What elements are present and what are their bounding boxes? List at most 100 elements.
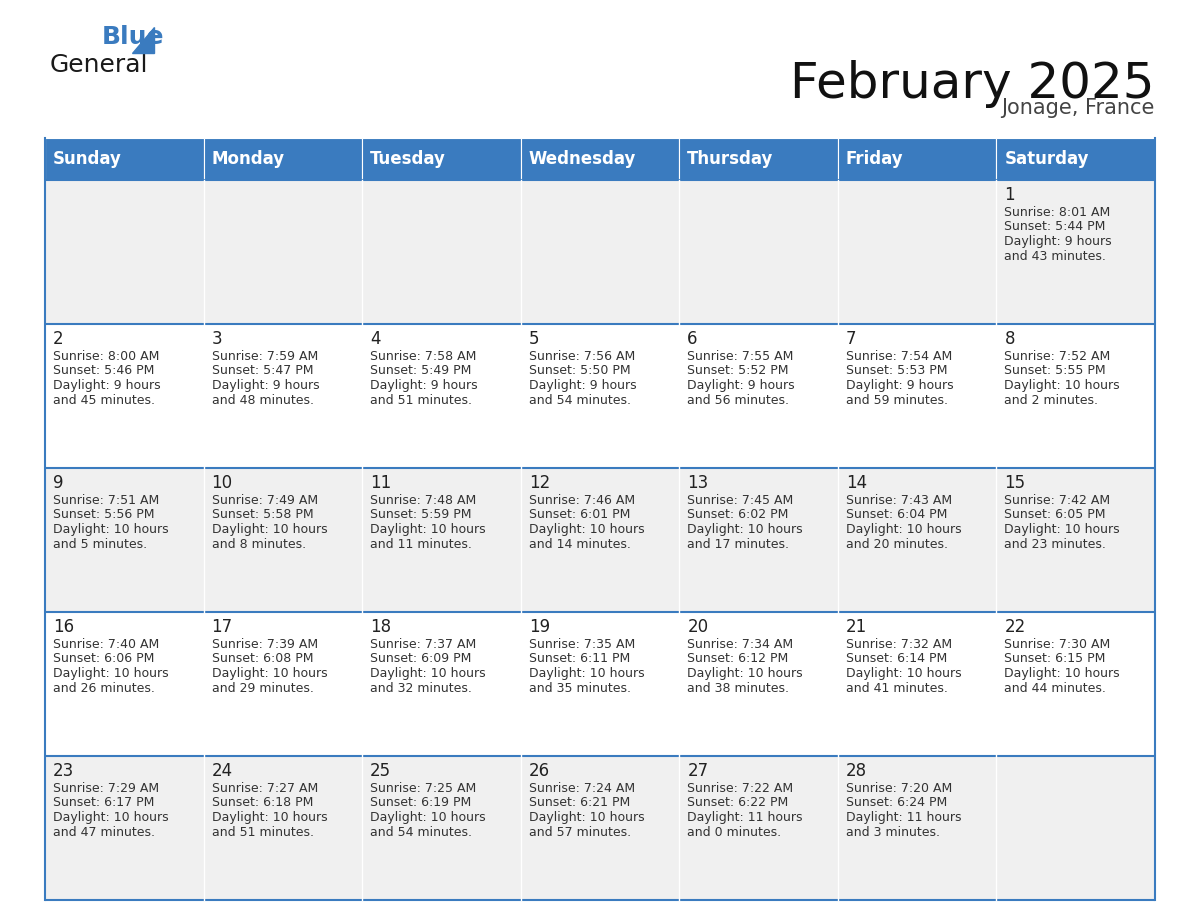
Text: and 2 minutes.: and 2 minutes. <box>1004 394 1099 407</box>
Text: Sunrise: 8:01 AM: Sunrise: 8:01 AM <box>1004 206 1111 219</box>
Text: Daylight: 10 hours: Daylight: 10 hours <box>371 667 486 680</box>
Bar <box>838 756 997 900</box>
Text: and 54 minutes.: and 54 minutes. <box>529 394 631 407</box>
Text: Friday: Friday <box>846 150 904 168</box>
Text: and 3 minutes.: and 3 minutes. <box>846 825 940 838</box>
Text: Sunset: 5:59 PM: Sunset: 5:59 PM <box>371 509 472 521</box>
Text: Daylight: 10 hours: Daylight: 10 hours <box>371 811 486 824</box>
Bar <box>520 468 680 612</box>
Text: 17: 17 <box>211 618 233 636</box>
Text: 20: 20 <box>688 618 708 636</box>
Text: Daylight: 10 hours: Daylight: 10 hours <box>688 667 803 680</box>
Text: 4: 4 <box>371 330 380 348</box>
Bar <box>680 612 838 756</box>
Bar <box>520 324 680 468</box>
Bar <box>203 468 362 612</box>
Text: Sunset: 5:50 PM: Sunset: 5:50 PM <box>529 364 631 377</box>
Text: Sunrise: 7:42 AM: Sunrise: 7:42 AM <box>1004 494 1111 507</box>
Bar <box>997 138 1155 180</box>
Text: 19: 19 <box>529 618 550 636</box>
Polygon shape <box>132 27 154 53</box>
Bar <box>838 180 997 324</box>
Bar <box>997 612 1155 756</box>
Text: Daylight: 10 hours: Daylight: 10 hours <box>53 523 169 536</box>
Text: Sunset: 6:18 PM: Sunset: 6:18 PM <box>211 797 312 810</box>
Bar <box>520 612 680 756</box>
Text: and 23 minutes.: and 23 minutes. <box>1004 538 1106 551</box>
Text: Sunset: 6:17 PM: Sunset: 6:17 PM <box>53 797 154 810</box>
Text: 26: 26 <box>529 762 550 780</box>
Text: and 35 minutes.: and 35 minutes. <box>529 681 631 695</box>
Text: Sunset: 6:12 PM: Sunset: 6:12 PM <box>688 653 789 666</box>
Text: Sunrise: 8:00 AM: Sunrise: 8:00 AM <box>53 350 159 363</box>
Text: Daylight: 10 hours: Daylight: 10 hours <box>53 667 169 680</box>
Bar <box>362 138 520 180</box>
Text: 2: 2 <box>53 330 64 348</box>
Text: 12: 12 <box>529 474 550 492</box>
Text: Daylight: 9 hours: Daylight: 9 hours <box>688 379 795 392</box>
Text: Wednesday: Wednesday <box>529 150 636 168</box>
Bar <box>45 468 203 612</box>
Bar <box>997 324 1155 468</box>
Text: Daylight: 10 hours: Daylight: 10 hours <box>211 667 327 680</box>
Text: 3: 3 <box>211 330 222 348</box>
Text: Daylight: 10 hours: Daylight: 10 hours <box>1004 523 1120 536</box>
Text: and 57 minutes.: and 57 minutes. <box>529 825 631 838</box>
Bar <box>838 138 997 180</box>
Bar <box>680 756 838 900</box>
Text: Sunrise: 7:48 AM: Sunrise: 7:48 AM <box>371 494 476 507</box>
Text: Sunset: 6:06 PM: Sunset: 6:06 PM <box>53 653 154 666</box>
Text: Daylight: 9 hours: Daylight: 9 hours <box>211 379 320 392</box>
Text: Sunset: 6:15 PM: Sunset: 6:15 PM <box>1004 653 1106 666</box>
Text: 22: 22 <box>1004 618 1025 636</box>
Text: and 41 minutes.: and 41 minutes. <box>846 681 948 695</box>
Bar <box>838 612 997 756</box>
Text: Daylight: 9 hours: Daylight: 9 hours <box>846 379 954 392</box>
Text: Sunrise: 7:51 AM: Sunrise: 7:51 AM <box>53 494 159 507</box>
Bar <box>838 324 997 468</box>
Text: Sunrise: 7:20 AM: Sunrise: 7:20 AM <box>846 782 952 795</box>
Text: Sunrise: 7:49 AM: Sunrise: 7:49 AM <box>211 494 317 507</box>
Text: 1: 1 <box>1004 186 1015 204</box>
Text: and 51 minutes.: and 51 minutes. <box>211 825 314 838</box>
Text: Daylight: 10 hours: Daylight: 10 hours <box>846 667 961 680</box>
Text: Sunset: 5:47 PM: Sunset: 5:47 PM <box>211 364 314 377</box>
Text: Daylight: 10 hours: Daylight: 10 hours <box>529 667 644 680</box>
Text: Sunrise: 7:46 AM: Sunrise: 7:46 AM <box>529 494 634 507</box>
Text: Saturday: Saturday <box>1004 150 1089 168</box>
Text: and 26 minutes.: and 26 minutes. <box>53 681 154 695</box>
Text: Sunset: 5:44 PM: Sunset: 5:44 PM <box>1004 220 1106 233</box>
Bar <box>362 180 520 324</box>
Text: Monday: Monday <box>211 150 285 168</box>
Text: Sunset: 5:58 PM: Sunset: 5:58 PM <box>211 509 314 521</box>
Text: Sunset: 5:49 PM: Sunset: 5:49 PM <box>371 364 472 377</box>
Text: Blue: Blue <box>102 25 164 49</box>
Text: Sunset: 6:21 PM: Sunset: 6:21 PM <box>529 797 630 810</box>
Text: Sunrise: 7:30 AM: Sunrise: 7:30 AM <box>1004 638 1111 651</box>
Bar <box>680 468 838 612</box>
Bar <box>362 756 520 900</box>
Text: Sunrise: 7:27 AM: Sunrise: 7:27 AM <box>211 782 318 795</box>
Text: and 56 minutes.: and 56 minutes. <box>688 394 789 407</box>
Text: Daylight: 10 hours: Daylight: 10 hours <box>1004 667 1120 680</box>
Bar <box>680 324 838 468</box>
Text: Daylight: 10 hours: Daylight: 10 hours <box>529 523 644 536</box>
Text: Daylight: 10 hours: Daylight: 10 hours <box>211 811 327 824</box>
Text: and 48 minutes.: and 48 minutes. <box>211 394 314 407</box>
Text: Thursday: Thursday <box>688 150 773 168</box>
Text: Sunrise: 7:34 AM: Sunrise: 7:34 AM <box>688 638 794 651</box>
Text: Sunday: Sunday <box>53 150 122 168</box>
Bar <box>680 180 838 324</box>
Text: Daylight: 10 hours: Daylight: 10 hours <box>529 811 644 824</box>
Bar <box>45 324 203 468</box>
Text: and 51 minutes.: and 51 minutes. <box>371 394 472 407</box>
Text: Sunset: 6:19 PM: Sunset: 6:19 PM <box>371 797 472 810</box>
Bar <box>203 324 362 468</box>
Text: Sunrise: 7:54 AM: Sunrise: 7:54 AM <box>846 350 952 363</box>
Text: Sunset: 6:14 PM: Sunset: 6:14 PM <box>846 653 947 666</box>
Text: Daylight: 10 hours: Daylight: 10 hours <box>371 523 486 536</box>
Text: Sunset: 6:09 PM: Sunset: 6:09 PM <box>371 653 472 666</box>
Text: 11: 11 <box>371 474 391 492</box>
Text: Jonage, France: Jonage, France <box>1001 98 1155 118</box>
Text: Daylight: 10 hours: Daylight: 10 hours <box>1004 379 1120 392</box>
